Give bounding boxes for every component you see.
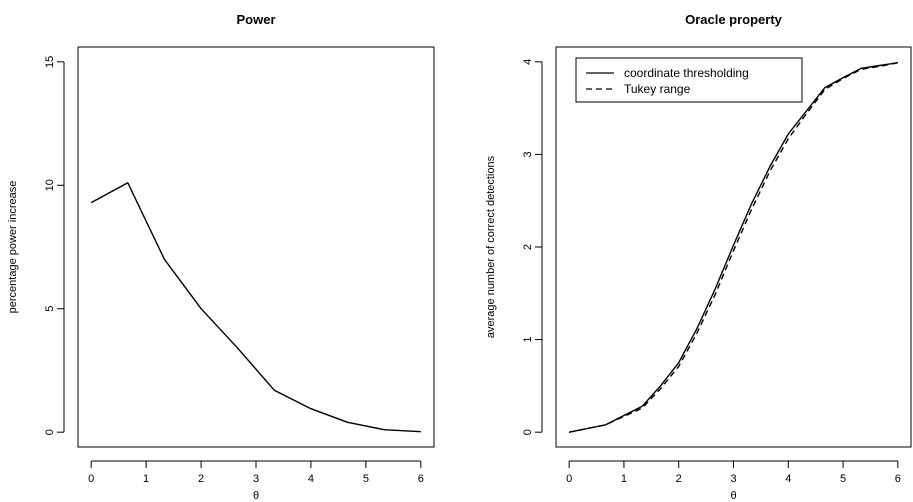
series-line-coordinate-thresholding: [568, 62, 899, 433]
oracle-chart-frame: [555, 46, 912, 448]
y-tick-label: 15: [44, 56, 56, 68]
x-tick-label: 4: [308, 473, 314, 485]
x-tick-label: 6: [418, 473, 424, 485]
x-tick-label: 5: [840, 473, 846, 485]
legend-box: [575, 57, 803, 103]
oracle-chart-ylabel: average number of correct detections: [485, 155, 497, 338]
power-chart: Power θ percentage power increase 0 1 2 3 4 5…: [7, 12, 435, 502]
series-line: [90, 182, 421, 433]
x-tick-label: 5: [363, 473, 369, 485]
x-tick-label: 1: [143, 473, 149, 485]
y-tick-label: 10: [44, 179, 56, 191]
y-tick-label: 1: [522, 337, 534, 343]
x-tick-label: 0: [566, 473, 572, 485]
chart-legend: coordinate thresholding Tukey range: [575, 57, 803, 103]
y-tick-label: 5: [44, 306, 56, 312]
legend-entry-coordinate-thresholding: coordinate thresholding: [624, 66, 749, 80]
y-tick-label: 3: [522, 151, 534, 157]
x-tick-label: 0: [88, 473, 94, 485]
x-tick-label: 6: [895, 473, 901, 485]
oracle-chart-xlabel: θ: [730, 490, 736, 502]
series-line-tukey-range: [568, 62, 899, 433]
y-tick-label: 2: [522, 244, 534, 250]
power-chart-frame: [77, 46, 435, 448]
x-tick-label: 4: [785, 473, 791, 485]
x-tick-label: 1: [621, 473, 627, 485]
x-tick-label: 2: [676, 473, 682, 485]
y-tick-label: 0: [44, 429, 56, 435]
power-chart-xlabel: θ: [253, 490, 259, 502]
legend-entry-tukey-range: Tukey range: [624, 82, 691, 96]
y-tick-label: 4: [522, 59, 534, 65]
x-tick-label: 3: [253, 473, 259, 485]
y-tick-label: 0: [522, 429, 534, 435]
power-chart-title: Power: [236, 12, 275, 27]
x-tick-label: 3: [730, 473, 736, 485]
oracle-chart-title: Oracle property: [685, 12, 783, 27]
oracle-chart: Oracle property θ average number of corr…: [485, 12, 912, 502]
x-tick-label: 2: [198, 473, 204, 485]
power-chart-ylabel: percentage power increase: [7, 181, 19, 314]
